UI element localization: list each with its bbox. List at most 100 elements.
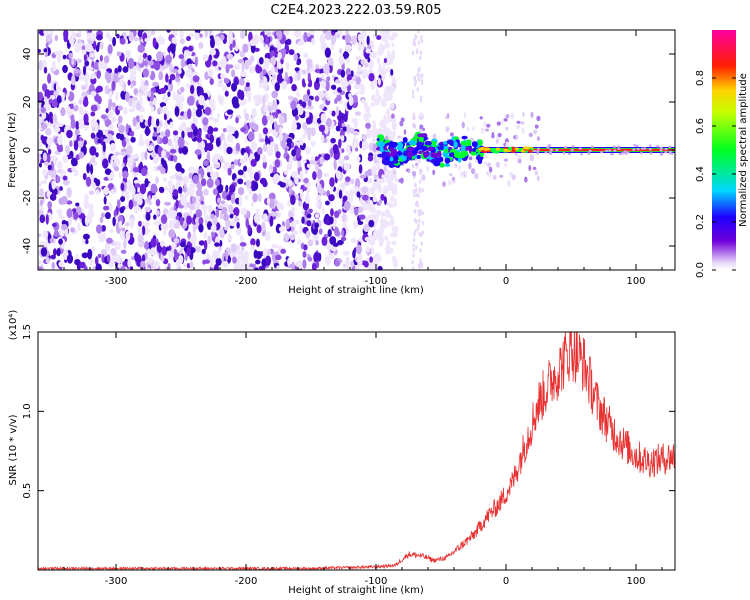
spectrogram-noise-mark <box>328 194 335 202</box>
spectrogram-noise-mark <box>233 217 240 222</box>
spectrogram-noise-mark <box>206 165 213 173</box>
spectrogram-noise-mark <box>112 36 117 47</box>
spectrogram-noise-mark <box>171 241 177 250</box>
spectrogram-noise-mark <box>364 236 372 242</box>
spectrogram-noise-mark <box>209 78 214 86</box>
spectrogram-noise-mark <box>152 37 157 49</box>
spectrogram-noise-mark <box>351 118 358 125</box>
spectrogram-noise-mark <box>38 59 43 71</box>
spectrogram-noise-mark <box>447 179 452 186</box>
spectrogram-noise-mark <box>206 151 211 161</box>
spectrogram-noise-mark <box>219 100 224 106</box>
spectrogram-noise-mark <box>113 209 117 217</box>
spectrogram-noise-mark <box>150 247 157 256</box>
spectrogram-noise-mark <box>295 148 301 159</box>
spectrogram-noise-mark <box>116 199 121 209</box>
spectrogram-noise-mark <box>415 49 419 55</box>
spectrogram-noise-mark <box>222 127 227 133</box>
spectrogram-noise-mark <box>314 163 319 171</box>
spectrogram-noise-mark <box>161 149 167 159</box>
spectrogram-noise-mark <box>293 53 298 62</box>
spectrogram-noise-mark <box>245 90 252 98</box>
spectrogram-noise-mark <box>418 187 421 192</box>
spectrogram-noise-mark <box>167 85 171 90</box>
spectrogram-noise-mark <box>179 30 185 39</box>
spectrogram-noise-mark <box>38 101 42 106</box>
colorbar-tick-label: 0.0 <box>695 262 706 278</box>
spectrogram-noise-mark <box>132 116 137 127</box>
spectrogram-noise-mark <box>314 68 322 73</box>
spectrogram-noise-mark <box>172 90 176 101</box>
spectrogram-noise-mark <box>296 259 303 270</box>
spectrogram-noise-mark <box>522 112 525 117</box>
spectrogram-noise-mark <box>127 57 135 69</box>
spectrogram-noise-mark <box>78 106 84 115</box>
spectrogram-noise-mark <box>207 235 212 245</box>
spectrogram-noise-mark <box>459 171 464 177</box>
spectrogram-noise-mark <box>214 66 219 71</box>
spectrogram-noise-mark <box>256 147 263 155</box>
spectrogram-noise-mark <box>230 163 235 170</box>
spectrogram-noise-mark <box>503 118 508 122</box>
spectrogram-noise-mark <box>100 114 107 120</box>
spectrogram-noise-mark <box>201 204 208 211</box>
spectrogram-noise-mark <box>144 206 151 213</box>
spectrogram-noise-mark <box>421 210 424 216</box>
spectrogram-noise-mark <box>106 237 113 244</box>
colorbar-ticks: 0.0 0.2 0.4 0.6 0.8 <box>695 70 736 278</box>
spectrogram-noise-mark <box>198 217 204 225</box>
spectrogram-noise-mark <box>45 128 52 136</box>
spectrogram-noise-mark <box>303 244 308 251</box>
spectrogram-noise-mark <box>391 240 397 246</box>
spectrogram-noise-mark <box>186 215 192 225</box>
spectrogram-noise-mark <box>179 241 186 248</box>
spectrogram-noise-mark <box>281 80 288 90</box>
spectrogram-noise-mark <box>305 116 312 125</box>
spectrogram-noise-mark <box>338 160 343 166</box>
spectrogram-noise-mark <box>83 54 87 62</box>
spectrogram-noise-mark <box>419 115 423 121</box>
spectrogram-noise-mark <box>391 42 395 47</box>
spectrogram-noise-mark <box>394 177 400 183</box>
spectrogram-noise-mark <box>338 55 345 66</box>
spectrogram-noise-mark <box>165 246 170 252</box>
spectrogram-noise-mark <box>369 213 376 219</box>
snr-x-tick-label: 0 <box>503 576 509 587</box>
spectrogram-noise-mark <box>275 254 282 261</box>
spectrogram-noise-mark <box>225 184 229 193</box>
spectrogram-noise-mark <box>140 151 145 161</box>
spectrogram-noise-mark <box>147 90 152 98</box>
spectrogram-noise-mark <box>85 239 89 245</box>
spectrogram-noise-mark <box>233 206 240 217</box>
spectrogram-noise-mark <box>265 135 269 145</box>
spectrogram-noise-mark <box>192 117 197 125</box>
spectrogram-noise-mark <box>505 126 509 131</box>
spectrogram-noise-mark <box>292 122 298 131</box>
spectrogram-noise-mark <box>389 84 395 94</box>
spectrogram-noise-mark <box>417 40 421 45</box>
spectrogram-noise-mark <box>217 204 223 210</box>
spectrogram-noise-mark <box>269 215 274 227</box>
spectrogram-noise-mark <box>49 237 55 244</box>
spectrogram-noise-mark <box>330 252 335 260</box>
spectrogram-noise-mark <box>181 130 185 140</box>
spectrogram-noise-mark <box>496 121 501 126</box>
spectrogram-noise-mark <box>99 216 104 224</box>
spectrogram-noise-mark <box>291 170 298 179</box>
spectrogram-noise-mark <box>419 258 422 263</box>
spectrogram-noise-mark <box>147 59 155 66</box>
spectrogram-noise-mark <box>94 256 99 266</box>
spectrogram-noise-mark <box>308 208 313 214</box>
spectrogram-noise-mark <box>109 228 114 234</box>
spectrogram-noise-mark <box>90 118 96 128</box>
spectrogram-noise-mark <box>418 158 421 164</box>
spectrogram-noise-mark <box>266 31 272 37</box>
spectrogram-noise-mark <box>151 117 155 126</box>
spectrogram-noise-mark <box>259 138 266 143</box>
spectrogram-noise-mark <box>547 144 551 148</box>
spectrogram-noise-mark <box>306 58 313 69</box>
spectrogram-noise-mark <box>358 206 364 214</box>
spectrogram-noise-mark <box>167 91 171 98</box>
spectrogram-noise-mark <box>250 244 255 251</box>
spectrogram-noise-mark <box>648 148 652 151</box>
